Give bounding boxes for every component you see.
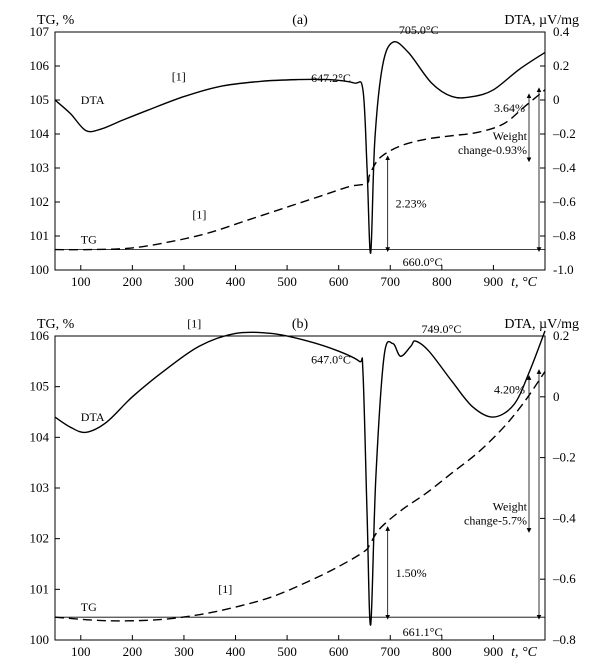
step-pct-1: 1.50%	[396, 566, 427, 580]
dta-one-label: [1]	[187, 316, 201, 330]
xtick: 500	[277, 644, 297, 659]
x-axis-title: t, °C	[511, 275, 537, 290]
ytick-left: 104	[30, 429, 50, 444]
xtick: 300	[174, 644, 194, 659]
tg-one-label: [1]	[192, 208, 206, 222]
ytick-left: 104	[30, 126, 50, 141]
tg-curve	[55, 371, 545, 620]
x-axis-title: t, °C	[511, 645, 537, 660]
left-axis-title: TG, %	[37, 13, 75, 28]
ytick-right: –0.4	[552, 160, 576, 175]
ytick-right: –0.6	[552, 571, 576, 586]
xtick: 800	[432, 274, 452, 289]
panel-label: (b)	[292, 317, 309, 332]
ytick-right: –0.2	[552, 450, 576, 465]
ytick-left: 100	[30, 632, 50, 647]
xtick: 700	[381, 644, 401, 659]
ytick-right: –0.2	[552, 126, 576, 141]
tg-one-label: [1]	[218, 582, 232, 596]
ytick-right: 0	[553, 389, 560, 404]
ytick-left: 106	[30, 58, 50, 73]
ytick-left: 103	[30, 160, 50, 175]
ytick-left: 105	[30, 92, 50, 107]
peak2-label: 749.0°C	[422, 322, 462, 336]
panel-label: (a)	[292, 13, 308, 28]
dta-curve	[55, 331, 545, 625]
peak1-label: 647.2°C	[311, 71, 351, 85]
ytick-left: 101	[30, 581, 50, 596]
right-axis-title: DTA, µV/mg	[504, 317, 579, 332]
dta-one-label: [1]	[172, 69, 186, 83]
xtick: 400	[226, 644, 246, 659]
ytick-right: 0	[553, 92, 560, 107]
ytick-right: –0.4	[552, 510, 576, 525]
dip-temp-label: 660.0°C	[403, 255, 443, 269]
ytick-right: 0.2	[553, 58, 569, 73]
xtick: 300	[174, 274, 194, 289]
ytick-left: 102	[30, 194, 50, 209]
ytick-right: –0.6	[552, 194, 576, 209]
weight-label: Weight	[493, 129, 528, 143]
ytick-right: –0.8	[552, 632, 576, 647]
left-axis-title: TG, %	[37, 317, 75, 332]
tg-label: TG	[81, 600, 97, 614]
xtick: 600	[329, 644, 349, 659]
xtick: 400	[226, 274, 246, 289]
peak2-label: 705.0°C	[399, 23, 439, 37]
weight-change-label: change-0.93%	[458, 143, 527, 157]
xtick: 100	[71, 274, 91, 289]
dip-temp-label: 661.1°C	[403, 625, 443, 639]
xtick: 200	[123, 274, 143, 289]
xtick: 900	[484, 274, 504, 289]
ytick-left: 102	[30, 531, 50, 546]
tg-curve	[55, 90, 545, 250]
xtick: 900	[484, 644, 504, 659]
ytick-left: 103	[30, 480, 50, 495]
dta-label: DTA	[81, 410, 105, 424]
step-pct-2: 4.20%	[494, 382, 525, 396]
ytick-left: 101	[30, 228, 50, 243]
step-pct-1: 2.23%	[396, 197, 427, 211]
xtick: 700	[381, 274, 401, 289]
ytick-left: 100	[30, 262, 50, 277]
peak1-label: 647.0°C	[311, 352, 351, 366]
weight-change-label: change-5.7%	[464, 514, 527, 528]
ytick-right: –0.8	[552, 228, 576, 243]
step-pct-2: 3.64%	[494, 101, 525, 115]
xtick: 600	[329, 274, 349, 289]
tg-label: TG	[81, 233, 97, 247]
xtick: 200	[123, 644, 143, 659]
xtick: 800	[432, 644, 452, 659]
weight-label: Weight	[493, 500, 528, 514]
xtick: 100	[71, 644, 91, 659]
ytick-left: 105	[30, 379, 50, 394]
dta-label: DTA	[81, 93, 105, 107]
ytick-right: -1.0	[553, 262, 574, 277]
xtick: 500	[277, 274, 297, 289]
right-axis-title: DTA, µV/mg	[504, 13, 579, 28]
